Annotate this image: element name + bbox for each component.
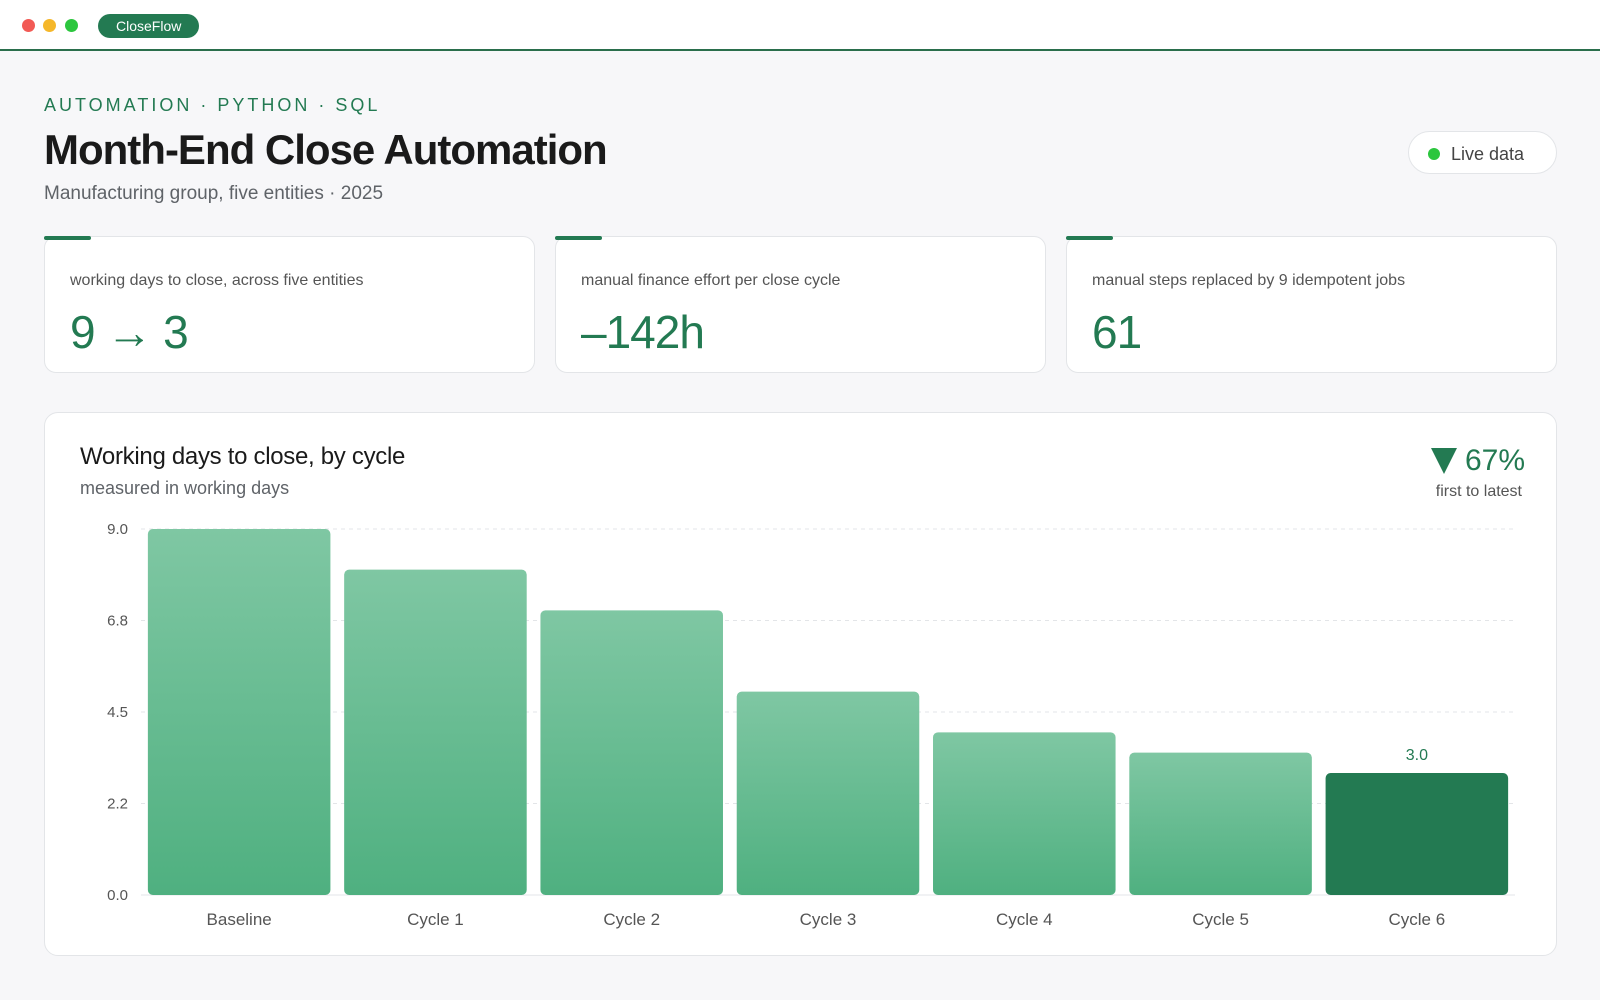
bar-cycle-2[interactable] xyxy=(540,610,723,895)
chart-title: Working days to close, by cycle xyxy=(80,443,406,470)
kpi-value: 61 xyxy=(1092,306,1142,358)
page-title: Month-End Close Automation xyxy=(44,126,608,173)
x-tick-label: Cycle 3 xyxy=(800,910,857,929)
live-data-label: Live data xyxy=(1451,144,1525,164)
x-tick-label: Cycle 6 xyxy=(1389,910,1446,929)
y-tick-label: 6.8 xyxy=(107,613,128,630)
kpi-accent-bar xyxy=(555,236,602,240)
bar-cycle-5[interactable] xyxy=(1129,752,1312,895)
bar-cycle-3[interactable] xyxy=(736,691,920,895)
kpi-accent-bar xyxy=(44,236,91,240)
kpi-card-manual-effort: manual finance effort per close cycle –1… xyxy=(555,236,1046,373)
kpi-accent-bar xyxy=(1066,236,1113,240)
maximize-window-icon[interactable] xyxy=(65,19,78,32)
live-data-badge[interactable]: Live data xyxy=(1408,131,1557,174)
kpi-card-manual-steps: manual steps replaced by 9 idempotent jo… xyxy=(1066,236,1557,373)
delta-value: 67% xyxy=(1464,444,1525,477)
chart-card: Working days to close, by cycle measured… xyxy=(44,412,1557,956)
x-tick-label: Cycle 1 xyxy=(407,910,464,929)
tech-stack-eyebrow: AUTOMATION · PYTHON · SQL xyxy=(44,95,381,115)
triangle-down-icon xyxy=(1430,448,1457,474)
delta-caption: first to latest xyxy=(1435,483,1522,500)
bar-cycle-4[interactable] xyxy=(933,732,1116,895)
bar-cycle-6[interactable] xyxy=(1325,773,1509,895)
kpi-value: 9 → 3 xyxy=(70,306,189,358)
y-tick-label: 2.2 xyxy=(107,796,128,813)
close-window-icon[interactable] xyxy=(22,19,35,32)
bar-baseline[interactable] xyxy=(147,529,331,895)
live-status-dot-icon xyxy=(1428,148,1440,160)
kpi-label: manual finance effort per close cycle xyxy=(581,272,841,289)
kpi-label: working days to close, across five entit… xyxy=(70,272,364,289)
x-tick-label: Cycle 4 xyxy=(996,910,1053,929)
minimize-window-icon[interactable] xyxy=(43,19,56,32)
y-tick-label: 4.5 xyxy=(107,704,128,721)
window-titlebar: CloseFlow xyxy=(0,0,1600,51)
kpi-label: manual steps replaced by 9 idempotent jo… xyxy=(1092,272,1406,289)
bar-chart: 0.0 2.2 4.5 6.8 9.0 Baseline Cycle 1 Cycle 2 Cyc… xyxy=(107,521,1515,929)
x-tick-label: Cycle 5 xyxy=(1192,910,1249,929)
y-tick-label: 9.0 xyxy=(107,521,128,538)
kpi-card-days-to-close: working days to close, across five entit… xyxy=(44,236,535,373)
x-tick-label: Baseline xyxy=(207,910,272,929)
delta-indicator: 67% xyxy=(1430,444,1525,478)
data-label: 3.0 xyxy=(1406,747,1428,764)
page-subtitle: Manufacturing group, five entities · 202… xyxy=(44,183,384,204)
bar-cycle-1[interactable] xyxy=(344,569,527,895)
x-tick-label: Cycle 2 xyxy=(603,910,660,929)
y-tick-label: 0.0 xyxy=(107,887,128,904)
kpi-value: –142h xyxy=(581,306,705,358)
app-brand-badge: CloseFlow xyxy=(98,14,200,38)
chart-subtitle: measured in working days xyxy=(80,478,290,498)
